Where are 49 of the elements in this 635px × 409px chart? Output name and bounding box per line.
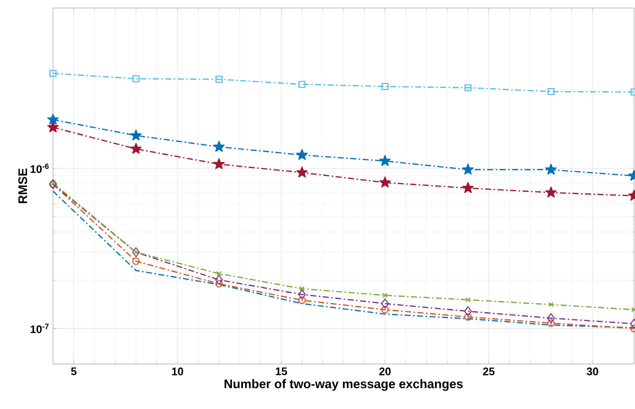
point xyxy=(296,148,308,160)
x-tick-label: 10 xyxy=(172,368,184,376)
point xyxy=(379,176,391,188)
point xyxy=(379,154,391,166)
point xyxy=(216,270,222,276)
point xyxy=(547,313,555,324)
x-tick-label: 20 xyxy=(379,368,391,376)
point xyxy=(464,313,472,321)
point xyxy=(545,164,557,175)
point xyxy=(215,280,223,288)
point xyxy=(47,121,59,132)
point xyxy=(547,319,555,327)
point xyxy=(462,182,474,194)
point xyxy=(298,296,306,304)
point xyxy=(381,306,389,314)
point xyxy=(299,286,305,292)
point xyxy=(381,298,389,309)
point xyxy=(213,140,225,152)
y-axis-title: RMSE xyxy=(18,168,28,204)
point xyxy=(296,166,308,178)
point xyxy=(47,114,59,125)
point xyxy=(130,130,142,140)
point xyxy=(462,164,474,175)
x-tick-label: 5 xyxy=(71,368,76,376)
point xyxy=(465,297,471,302)
y-tick-label: 10$^{-7}$ xyxy=(30,324,49,334)
point xyxy=(464,306,472,316)
point xyxy=(132,257,140,265)
point xyxy=(130,142,142,154)
point xyxy=(545,186,557,198)
point xyxy=(133,250,139,255)
point xyxy=(298,80,306,88)
point xyxy=(464,84,472,92)
x-tick-label: 15 xyxy=(276,368,288,376)
point xyxy=(213,158,225,170)
x-axis-title: Number of two-way message exchanges xyxy=(224,379,463,391)
point xyxy=(548,302,554,308)
point xyxy=(50,70,56,77)
point xyxy=(382,292,388,298)
x-tick-label: 25 xyxy=(483,368,495,376)
point xyxy=(215,274,223,285)
x-tick-label: 30 xyxy=(586,368,598,376)
point xyxy=(216,76,222,83)
y-tick-label: 10$^{-6}$ xyxy=(30,164,49,173)
point xyxy=(548,88,555,96)
point xyxy=(132,75,140,82)
point xyxy=(132,247,140,258)
point xyxy=(382,82,389,90)
point xyxy=(298,289,306,300)
